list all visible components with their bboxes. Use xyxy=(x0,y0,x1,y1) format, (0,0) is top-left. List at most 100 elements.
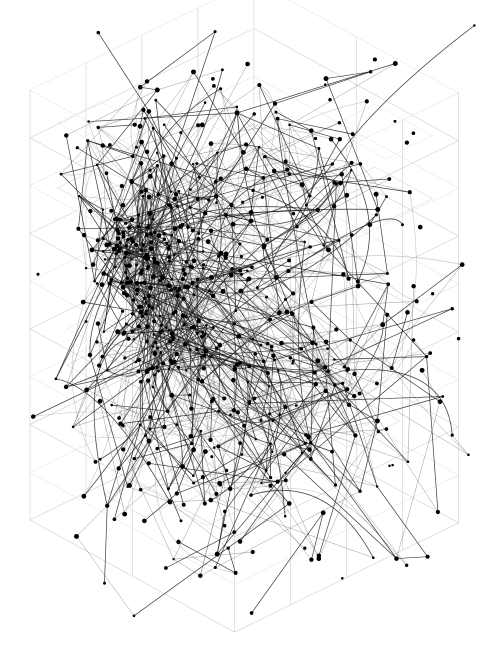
network-edge xyxy=(203,264,302,349)
network-node xyxy=(213,446,216,449)
network-node xyxy=(323,365,328,370)
network-edge xyxy=(165,531,235,569)
network-node xyxy=(309,557,314,562)
network-node xyxy=(101,237,105,241)
network-edge xyxy=(148,296,187,371)
network-edge xyxy=(249,147,260,221)
network-edge xyxy=(144,118,194,231)
network-edge xyxy=(266,297,268,344)
network-edge xyxy=(210,411,220,440)
network-edge xyxy=(196,253,222,287)
network-node xyxy=(145,255,151,261)
network-node xyxy=(235,105,239,109)
network-node xyxy=(196,123,201,128)
network-node xyxy=(114,243,120,248)
network-curve xyxy=(217,144,247,370)
network-node xyxy=(149,240,153,245)
network-node xyxy=(238,242,242,246)
network-node xyxy=(148,232,152,235)
network-node xyxy=(96,30,101,35)
network-edge xyxy=(344,284,389,368)
network-edge xyxy=(354,373,379,432)
network-node xyxy=(404,140,410,145)
network-edge xyxy=(272,420,407,566)
network-edge xyxy=(190,349,225,399)
network-node xyxy=(207,198,211,202)
network-node xyxy=(144,369,150,375)
network-edge xyxy=(109,283,143,317)
network-curve xyxy=(82,144,111,269)
network-node xyxy=(139,189,144,194)
network-node xyxy=(303,441,307,445)
network-edge xyxy=(259,84,337,185)
network-edge xyxy=(122,425,149,464)
network-edge xyxy=(246,161,286,170)
network-node xyxy=(101,250,105,253)
network-edge xyxy=(133,503,290,617)
network-edge xyxy=(218,345,221,412)
network-node xyxy=(172,226,178,232)
network-node xyxy=(177,189,181,193)
network-node xyxy=(331,204,337,209)
network-edge xyxy=(146,111,150,256)
network-edge xyxy=(318,435,356,556)
network-edge xyxy=(109,243,143,317)
network-node xyxy=(175,423,179,426)
network-node xyxy=(100,354,105,359)
network-node xyxy=(121,230,126,235)
network-edge xyxy=(152,31,216,220)
network-node xyxy=(265,341,270,346)
network-node xyxy=(159,351,163,354)
network-node xyxy=(210,293,216,299)
network-edge xyxy=(132,111,150,157)
network-edge xyxy=(169,286,202,358)
network-node xyxy=(238,288,244,294)
network-node xyxy=(208,274,214,280)
network-edge xyxy=(260,386,270,421)
network-node xyxy=(144,434,147,437)
network-node xyxy=(101,271,106,276)
network-edge xyxy=(178,541,236,574)
network-node xyxy=(155,260,160,265)
network-node xyxy=(386,282,390,286)
network-node xyxy=(140,314,145,318)
network-edge xyxy=(216,443,241,555)
network-node xyxy=(195,285,199,288)
network-node xyxy=(284,471,287,475)
network-edge xyxy=(305,396,443,436)
network-node xyxy=(405,563,409,567)
network-edge xyxy=(296,209,318,227)
network-node xyxy=(156,346,160,350)
network-node xyxy=(411,338,416,342)
network-node xyxy=(268,483,273,488)
network-node xyxy=(139,268,144,273)
network-node xyxy=(157,369,160,373)
network-node xyxy=(322,244,326,247)
network-node xyxy=(392,61,398,66)
network-node xyxy=(202,266,205,270)
network-node xyxy=(102,330,106,333)
network-node xyxy=(158,279,162,283)
network-node xyxy=(171,338,175,342)
network-node xyxy=(159,323,164,327)
network-edge xyxy=(99,401,125,515)
network-node xyxy=(385,195,388,199)
wireframe-subbox xyxy=(232,448,309,488)
network-node xyxy=(175,204,179,208)
network-edge xyxy=(218,411,257,440)
network-node xyxy=(254,437,258,441)
network-edge xyxy=(153,246,170,322)
network-edge xyxy=(263,177,280,313)
network-edge xyxy=(148,462,278,482)
network-edge xyxy=(123,341,171,450)
network-node xyxy=(176,539,181,545)
network-node xyxy=(357,391,362,396)
network-node xyxy=(205,239,211,245)
network-node xyxy=(326,369,330,374)
network-node xyxy=(144,79,150,84)
wireframe-subbox xyxy=(56,166,128,203)
network-node xyxy=(122,511,128,517)
network-node xyxy=(230,267,234,271)
network-node xyxy=(160,275,166,280)
